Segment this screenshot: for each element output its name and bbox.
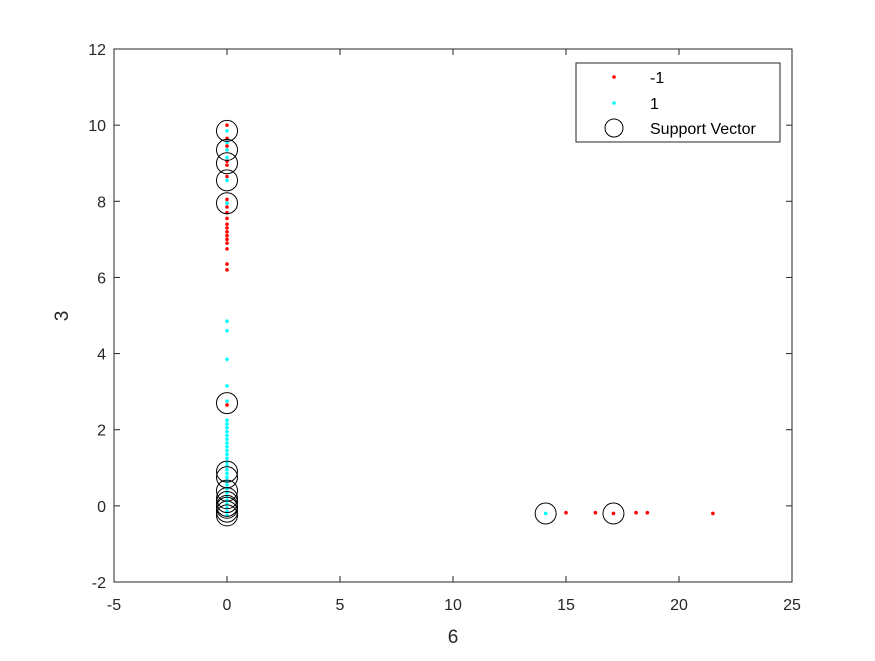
point-series0-2 [225,144,229,148]
point-series0-11 [225,222,229,226]
support-vector-2 [216,152,238,175]
x-tick-label-2: 5 [336,597,345,614]
legend: -1 1 Support Vector [575,62,781,143]
point-series1-25 [225,471,229,476]
point-series1-5 [225,201,229,205]
point-series1-9 [225,384,229,388]
x-tick-label-6: 25 [783,597,801,614]
y-tick-label-3: 4 [97,347,106,364]
support-vector-12 [216,496,238,519]
point-series1-20 [225,452,229,457]
support-vector-10 [216,491,238,514]
x-tick-label-1: 0 [223,597,232,614]
point-series1-19 [225,448,229,453]
point-series0-13 [225,229,229,234]
legend-marker-support-vector [604,118,624,138]
point-series0-8 [225,205,229,209]
point-series1-10 [225,399,229,403]
point-series1-26 [225,475,229,480]
y-tick-label-4: 6 [97,270,106,287]
point-series0-25 [645,510,650,515]
point-series0-23 [611,511,616,516]
support-vector-16 [602,502,625,525]
point-series1-4 [225,178,229,183]
point-series0-5 [225,174,229,179]
point-series1-7 [225,328,229,333]
y-tick-label-6: 10 [88,118,106,135]
point-series1-0 [225,129,229,133]
y-tick-label-5: 8 [97,194,106,211]
y-tick-label-7: 12 [88,42,106,59]
point-series0-12 [225,226,229,230]
data-layer [225,123,715,518]
support-vector-13 [216,500,238,523]
x-tick-label-5: 20 [670,597,688,614]
support-vector-4 [216,192,238,215]
x-tick-label-4: 15 [557,597,575,614]
legend-marker-neg1 [612,75,616,79]
x-tick-label-3: 10 [444,597,462,614]
point-series0-26 [711,511,715,516]
point-series0-20 [225,403,229,407]
point-series0-14 [225,233,229,238]
y-axis-label: 3 [52,311,73,322]
legend-label-pos1: 1 [650,96,659,113]
support-vector-3 [216,169,238,192]
y-tick-label-1: 0 [97,499,106,516]
point-series1-6 [225,319,229,324]
legend-label-support-vector: Support Vector [650,121,757,138]
point-series1-8 [225,357,229,362]
support-vector-6 [216,460,238,483]
point-series1-3 [225,155,229,160]
point-series0-21 [564,510,568,515]
point-series0-10 [225,216,229,221]
point-series0-24 [634,510,638,515]
x-axis-label: 6 [448,627,459,648]
y-tick-label-2: 2 [97,423,106,440]
point-series1-21 [225,456,229,461]
point-series1-12 [225,422,229,426]
legend-box [575,62,781,143]
support-vector-9 [216,487,238,510]
point-series0-6 [225,197,229,202]
point-series0-4 [225,163,229,167]
point-series1-16 [225,437,229,442]
support-vector-1 [216,138,238,161]
legend-marker-pos1 [612,101,616,105]
point-series0-17 [225,247,229,251]
point-series1-15 [225,433,229,438]
point-series1-13 [225,426,229,430]
point-series1-37 [543,511,548,516]
point-series0-18 [225,262,229,266]
point-series1-11 [225,418,229,422]
point-series1-14 [225,429,229,434]
point-series1-18 [225,445,229,449]
y-tick-label-0: -2 [92,575,106,592]
point-series0-16 [225,241,229,245]
point-series1-2 [225,148,229,152]
point-series0-22 [593,510,598,515]
support-vector-5 [216,392,238,415]
point-series1-17 [225,441,229,445]
support-vector-0 [216,119,238,142]
point-series1-24 [225,467,229,472]
x-tick-label-0: -5 [107,597,121,614]
point-series0-0 [225,123,229,127]
point-series1-28 [225,483,229,487]
support-vector-15 [534,502,557,525]
point-series0-19 [225,268,229,272]
legend-label-neg1: -1 [650,70,664,87]
support-vector-layer [216,119,625,527]
support-vector-14 [216,504,238,527]
point-series0-15 [225,237,229,242]
tick-layer: -5 0 5 10 15 20 25 -2 0 2 4 6 8 10 12 [88,42,801,614]
